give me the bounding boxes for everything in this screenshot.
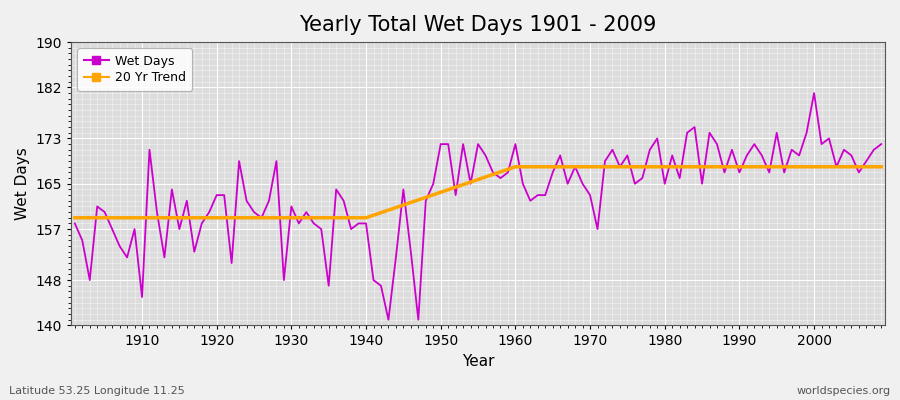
Title: Yearly Total Wet Days 1901 - 2009: Yearly Total Wet Days 1901 - 2009 xyxy=(300,15,657,35)
X-axis label: Year: Year xyxy=(462,354,494,369)
Text: Latitude 53.25 Longitude 11.25: Latitude 53.25 Longitude 11.25 xyxy=(9,386,184,396)
Y-axis label: Wet Days: Wet Days xyxy=(15,147,30,220)
Text: worldspecies.org: worldspecies.org xyxy=(796,386,891,396)
Legend: Wet Days, 20 Yr Trend: Wet Days, 20 Yr Trend xyxy=(77,48,192,91)
